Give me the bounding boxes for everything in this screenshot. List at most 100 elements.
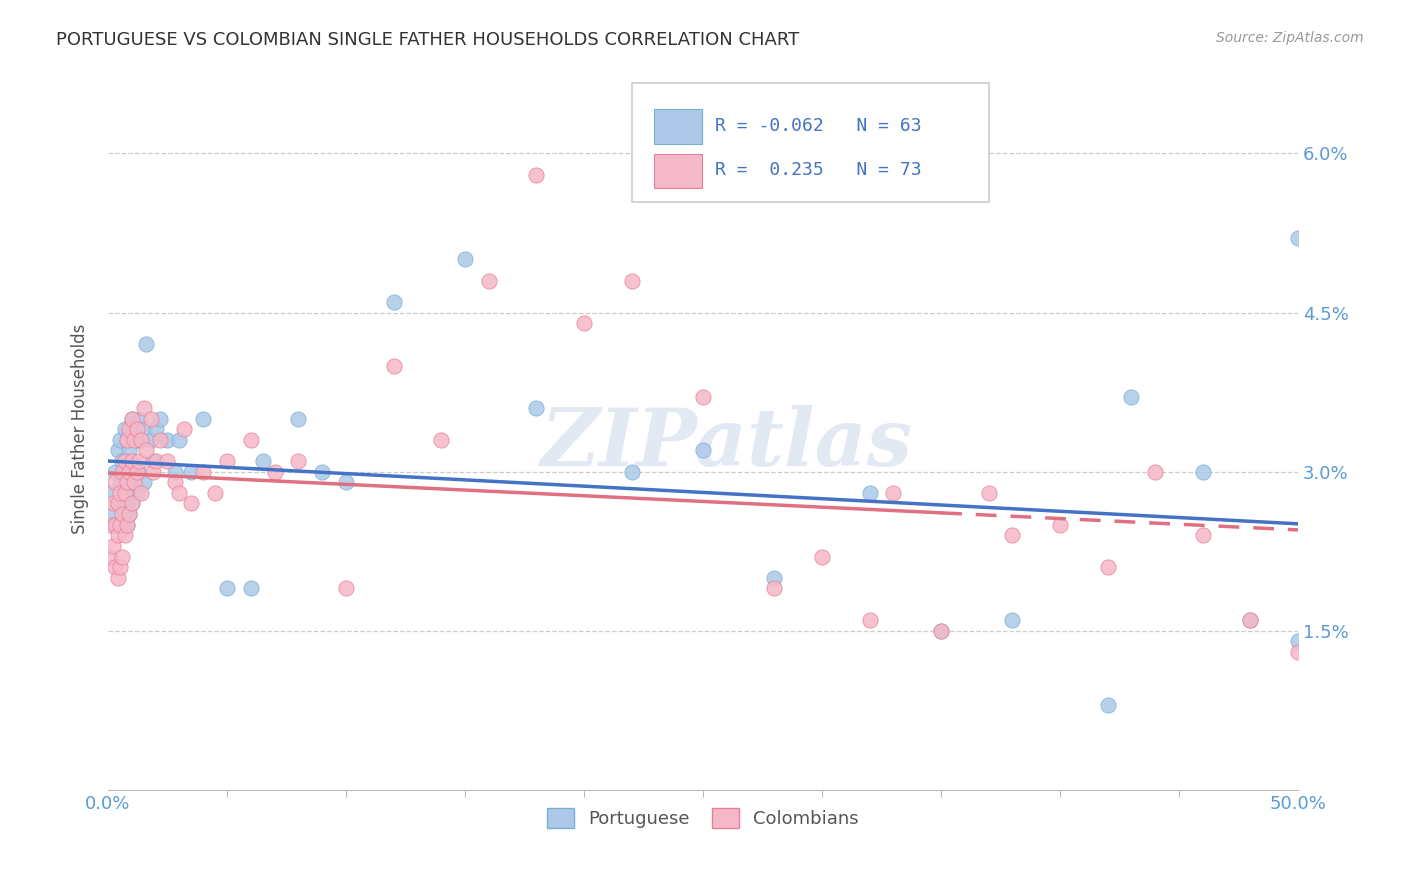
Point bbox=[478, 274, 501, 288]
Point bbox=[111, 465, 134, 479]
Point bbox=[121, 465, 143, 479]
FancyBboxPatch shape bbox=[654, 153, 702, 188]
Point bbox=[111, 496, 134, 510]
Point bbox=[135, 337, 157, 351]
Point bbox=[163, 475, 186, 490]
Point bbox=[204, 486, 226, 500]
Point bbox=[125, 486, 148, 500]
Point bbox=[121, 411, 143, 425]
Point bbox=[111, 549, 134, 564]
Y-axis label: Single Father Households: Single Father Households bbox=[72, 324, 89, 534]
Point bbox=[132, 401, 155, 415]
Point bbox=[142, 454, 165, 468]
Point bbox=[1001, 613, 1024, 627]
Point bbox=[145, 454, 167, 468]
Point bbox=[122, 475, 145, 490]
Point bbox=[107, 571, 129, 585]
Point bbox=[118, 507, 141, 521]
Point bbox=[139, 433, 162, 447]
Point bbox=[111, 454, 134, 468]
Point bbox=[108, 475, 131, 490]
Point bbox=[121, 496, 143, 510]
Point bbox=[929, 624, 952, 638]
Point bbox=[239, 433, 262, 447]
Point bbox=[215, 582, 238, 596]
Point bbox=[173, 422, 195, 436]
Point bbox=[132, 422, 155, 436]
Point bbox=[118, 422, 141, 436]
Point bbox=[125, 465, 148, 479]
Point bbox=[882, 486, 904, 500]
Point bbox=[929, 624, 952, 638]
Point bbox=[335, 582, 357, 596]
Point bbox=[142, 465, 165, 479]
Point bbox=[115, 475, 138, 490]
Point bbox=[118, 475, 141, 490]
Point bbox=[128, 411, 150, 425]
Point bbox=[1097, 698, 1119, 712]
Point bbox=[149, 433, 172, 447]
Point bbox=[156, 433, 179, 447]
Point bbox=[108, 560, 131, 574]
Point bbox=[128, 465, 150, 479]
Point bbox=[107, 496, 129, 510]
Point bbox=[131, 433, 153, 447]
Point bbox=[108, 433, 131, 447]
Point bbox=[1286, 634, 1309, 648]
Point bbox=[107, 528, 129, 542]
Point bbox=[193, 465, 215, 479]
Point bbox=[118, 507, 141, 521]
Point bbox=[108, 517, 131, 532]
Point bbox=[114, 528, 136, 542]
Point bbox=[115, 433, 138, 447]
Point bbox=[115, 517, 138, 532]
Point bbox=[121, 454, 143, 468]
Point bbox=[156, 454, 179, 468]
Point bbox=[121, 496, 143, 510]
Point bbox=[1121, 391, 1143, 405]
Point bbox=[811, 549, 834, 564]
Point bbox=[1192, 528, 1215, 542]
Point bbox=[115, 433, 138, 447]
Point bbox=[1049, 517, 1071, 532]
Point bbox=[132, 475, 155, 490]
Point bbox=[169, 433, 191, 447]
Point bbox=[382, 359, 405, 373]
Point bbox=[98, 549, 121, 564]
Point bbox=[107, 443, 129, 458]
Point bbox=[104, 517, 127, 532]
Point bbox=[572, 316, 595, 330]
Point bbox=[149, 411, 172, 425]
Text: R =  0.235   N = 73: R = 0.235 N = 73 bbox=[714, 161, 921, 179]
Point bbox=[620, 274, 643, 288]
Point bbox=[118, 465, 141, 479]
Point bbox=[263, 465, 285, 479]
Point bbox=[180, 465, 202, 479]
Point bbox=[526, 168, 548, 182]
Point bbox=[287, 454, 309, 468]
Point bbox=[692, 391, 714, 405]
Point bbox=[121, 411, 143, 425]
Point bbox=[135, 443, 157, 458]
Text: ZIPatlas: ZIPatlas bbox=[541, 405, 912, 483]
Point bbox=[145, 422, 167, 436]
Text: R = -0.062   N = 63: R = -0.062 N = 63 bbox=[714, 117, 921, 135]
Point bbox=[114, 507, 136, 521]
Point bbox=[122, 422, 145, 436]
Point bbox=[118, 443, 141, 458]
Point bbox=[859, 486, 882, 500]
Point bbox=[122, 475, 145, 490]
Point bbox=[122, 433, 145, 447]
Point bbox=[1239, 613, 1261, 627]
Point bbox=[215, 454, 238, 468]
Point bbox=[763, 571, 786, 585]
Point bbox=[1239, 613, 1261, 627]
Point bbox=[139, 411, 162, 425]
Point bbox=[104, 475, 127, 490]
Point bbox=[114, 422, 136, 436]
Point bbox=[180, 496, 202, 510]
Point bbox=[526, 401, 548, 415]
Point bbox=[620, 465, 643, 479]
Point bbox=[125, 422, 148, 436]
Point bbox=[454, 252, 477, 267]
